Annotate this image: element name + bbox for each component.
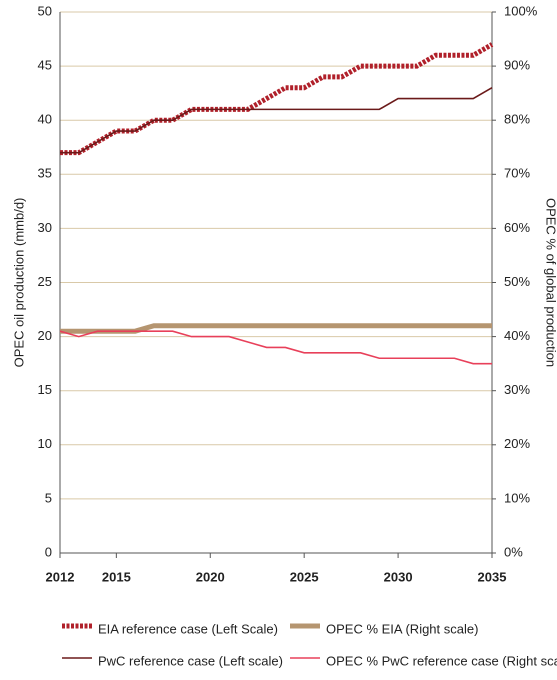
y-tick-label: 15 xyxy=(38,382,52,397)
y2-tick-label: 50% xyxy=(504,274,530,289)
y2-tick-label: 20% xyxy=(504,436,530,451)
y-axis-label: OPEC oil production (mmb/d) xyxy=(11,198,26,368)
legend-label: OPEC % PwC reference case (Right scale) xyxy=(326,653,557,668)
x-tick-label: 2030 xyxy=(384,569,413,584)
y2-tick-label: 40% xyxy=(504,328,530,343)
y-tick-label: 45 xyxy=(38,58,52,73)
y-tick-label: 20 xyxy=(38,328,52,343)
y2-axis-label: OPEC % of global production xyxy=(544,198,557,367)
x-tick-label: 2015 xyxy=(102,569,131,584)
series-line xyxy=(60,87,493,154)
y-tick-label: 10 xyxy=(38,436,52,451)
y2-tick-label: 0% xyxy=(504,544,523,559)
series-line xyxy=(59,330,492,365)
y2-tick-label: 60% xyxy=(504,220,530,235)
y2-tick-label: 70% xyxy=(504,166,530,181)
y2-tick-label: 90% xyxy=(504,58,530,73)
y-tick-label: 35 xyxy=(38,166,52,181)
y2-tick-label: 30% xyxy=(504,382,530,397)
y-tick-label: 0 xyxy=(45,544,52,559)
y2-tick-label: 100% xyxy=(504,3,538,18)
legend-label: PwC reference case (Left scale) xyxy=(98,653,283,668)
x-tick-label: 2025 xyxy=(290,569,319,584)
series-line xyxy=(60,323,492,334)
y-tick-label: 30 xyxy=(38,220,52,235)
y2-tick-label: 10% xyxy=(504,490,530,505)
y-tick-label: 40 xyxy=(38,112,52,127)
x-tick-label: 2020 xyxy=(196,569,225,584)
y-tick-label: 5 xyxy=(45,490,52,505)
legend-label: EIA reference case (Left Scale) xyxy=(98,621,278,636)
y2-tick-label: 80% xyxy=(504,112,530,127)
x-tick-label: 2012 xyxy=(46,569,75,584)
legend-label: OPEC % EIA (Right scale) xyxy=(326,621,478,636)
y-tick-label: 50 xyxy=(38,3,52,18)
x-tick-label: 2035 xyxy=(478,569,507,584)
y-tick-label: 25 xyxy=(38,274,52,289)
